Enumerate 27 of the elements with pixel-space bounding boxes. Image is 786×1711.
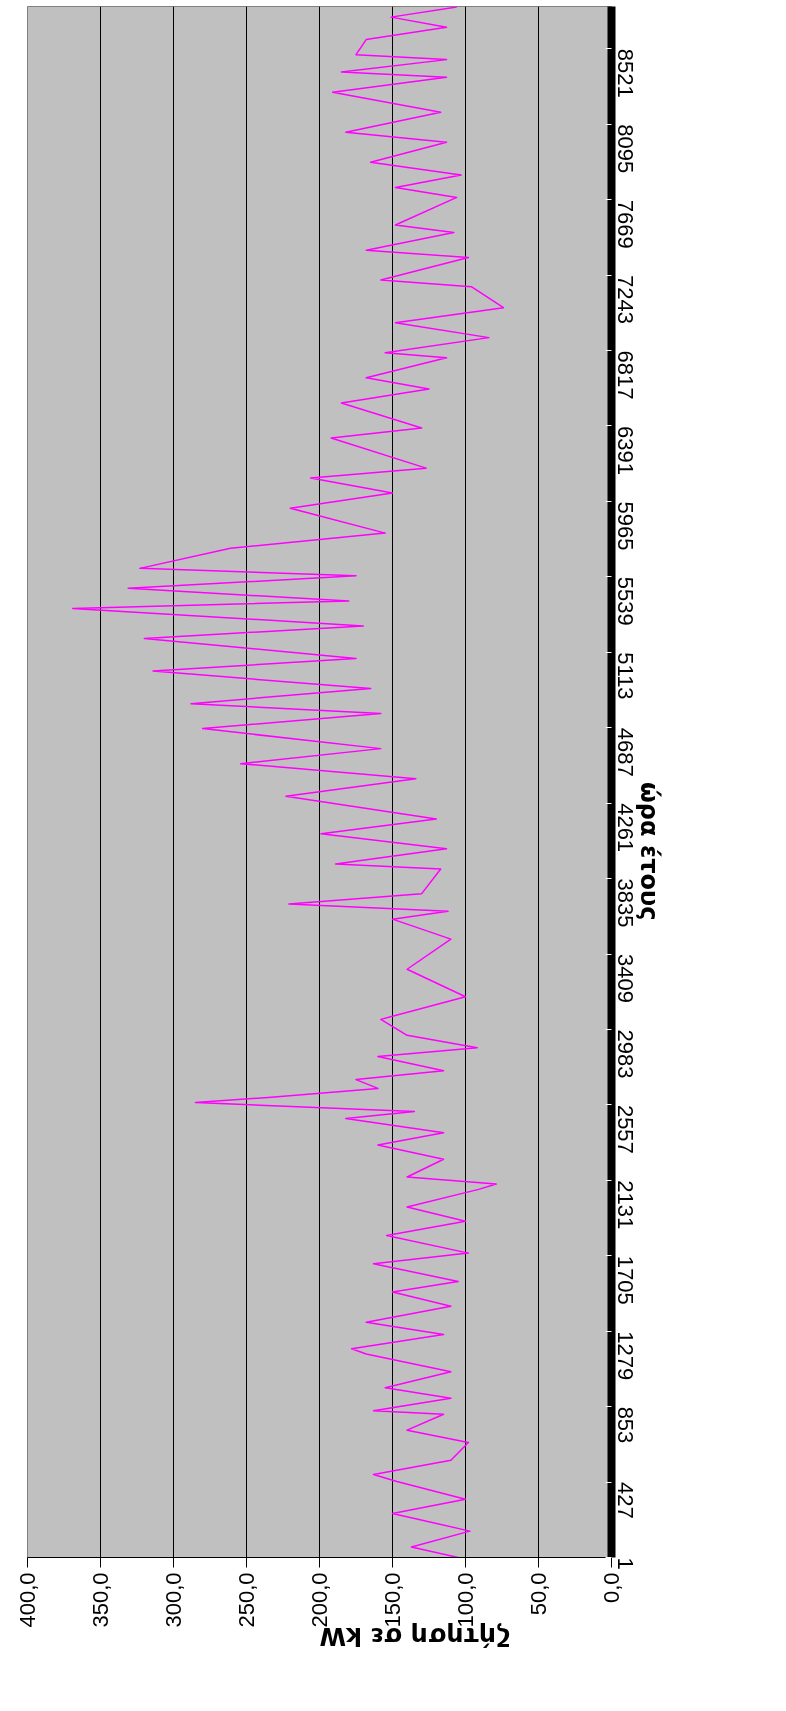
y-tick-label: 853 — [613, 1406, 638, 1444]
y-tick-label: 1279 — [613, 1331, 638, 1381]
x-tick-label: 0,0 — [599, 1572, 624, 1604]
y-tick-label: 5113 — [613, 652, 638, 700]
y-tick-label: 2557 — [613, 1104, 638, 1154]
x-tick-label: 200,0 — [307, 1572, 332, 1628]
x-tick-label: 400,0 — [15, 1572, 40, 1628]
y-tick-label: 3409 — [613, 954, 638, 1003]
x-tick-label: 300,0 — [161, 1572, 186, 1628]
y-tick-label: 7243 — [613, 275, 638, 325]
y-axis-title: ώρα έτους — [634, 782, 663, 921]
y-tick-label: 8095 — [613, 124, 638, 174]
y-tick-label: 4687 — [613, 727, 638, 777]
y-tick-label: 6817 — [613, 350, 638, 400]
y-tick-label: 2131 — [613, 1180, 638, 1230]
y-tick-label: 427 — [613, 1482, 638, 1519]
x-tick-label: 50,0 — [526, 1572, 551, 1616]
y-tick-label: 6391 — [613, 425, 638, 475]
x-tick-label: 350,0 — [88, 1572, 113, 1628]
y-tick-label: 2983 — [613, 1029, 638, 1079]
y-tick-label: 7669 — [613, 199, 638, 249]
x-tick-label: 250,0 — [234, 1572, 259, 1628]
y-tick-label: 5539 — [613, 576, 638, 626]
y-tick-label: 8521 — [613, 48, 638, 98]
y-tick-label: 1 — [613, 1557, 638, 1570]
y-tick-label: 1705 — [613, 1255, 638, 1305]
y-tick-label: 5965 — [613, 501, 638, 551]
